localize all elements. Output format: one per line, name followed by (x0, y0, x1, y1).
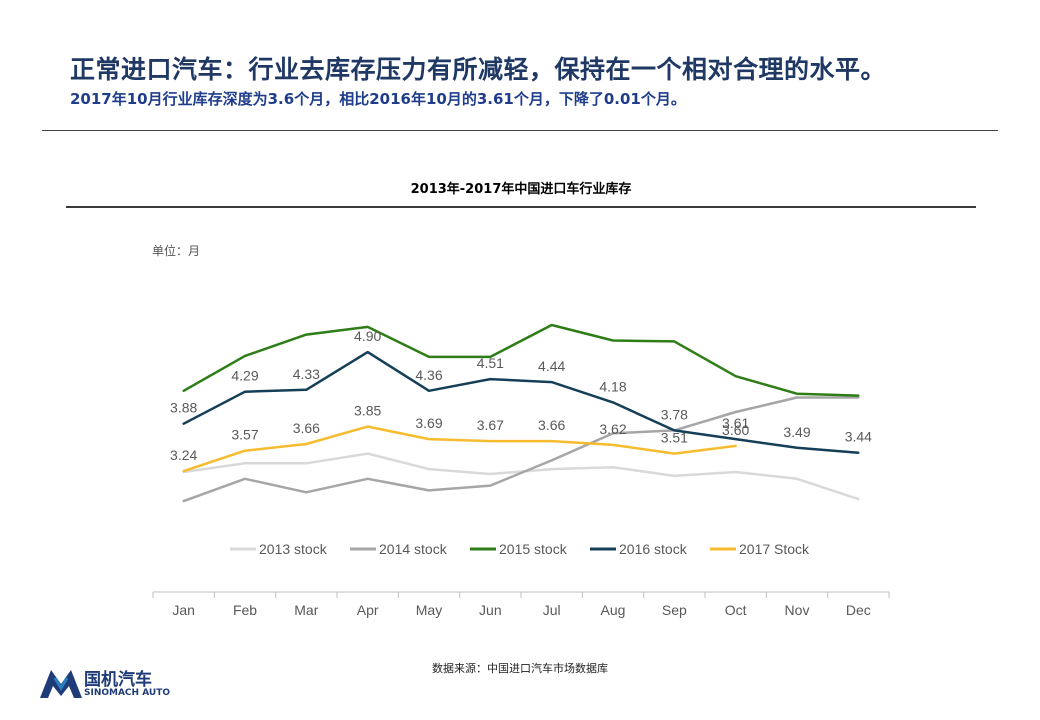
x-tick-label-sep: Sep (662, 602, 687, 618)
data-label-2017-stock: 3.57 (231, 427, 258, 443)
legend-label-2013-stock: 2013 stock (259, 541, 328, 557)
data-label-2016-stock: 3.49 (783, 424, 810, 440)
data-label-2017-stock: 3.24 (170, 447, 197, 463)
x-tick-label-nov: Nov (785, 602, 810, 618)
sinomach-logo-icon (40, 670, 82, 698)
data-label-2017-stock: 3.60 (722, 422, 749, 438)
logo-name: 国机汽车 (84, 670, 152, 690)
legend-label-2015-stock: 2015 stock (499, 541, 568, 557)
series-line-2016-stock (182, 350, 860, 454)
data-label-2016-stock: 4.18 (599, 378, 626, 394)
data-label-2016-stock: 3.88 (170, 400, 197, 416)
logo-subtitle: SINOMACH AUTO (84, 688, 170, 698)
header-divider (42, 130, 998, 131)
data-label-2017-stock: 3.51 (661, 430, 688, 446)
data-label-2017-stock: 3.66 (538, 417, 565, 433)
data-label-2016-stock: 4.51 (477, 355, 504, 371)
page-subtitle: 2017年10月行业库存深度为3.6个月，相比2016年10月的3.61个月，下… (70, 90, 686, 108)
data-label-2016-stock: 4.36 (415, 367, 442, 383)
series-line-2014-stock (182, 396, 860, 503)
chart-title: 2013年-2017年中国进口车行业库存 (410, 182, 632, 197)
data-label-2016-stock: 4.33 (293, 366, 320, 382)
x-tick-label-jun: Jun (479, 602, 502, 618)
unit-label: 单位：月 (152, 244, 201, 258)
x-tick-label-oct: Oct (725, 602, 747, 618)
data-label-2017-stock: 3.85 (354, 403, 381, 419)
series-line-2017-stock (182, 425, 737, 473)
page-title: 正常进口汽车：行业去库存压力有所减轻，保持在一个相对合理的水平。 (70, 55, 887, 84)
data-label-2016-stock: 4.90 (354, 328, 381, 344)
x-tick-label-jul: Jul (543, 602, 561, 618)
legend-label-2017-stock: 2017 Stock (739, 541, 810, 557)
legend-label-2014-stock: 2014 stock (379, 541, 448, 557)
data-label-2016-stock: 3.61 (722, 415, 749, 431)
data-label-2017-stock: 3.62 (599, 421, 626, 437)
series-line-2015-stock (182, 323, 860, 397)
x-tick-label-dec: Dec (846, 602, 871, 618)
data-label-2017-stock: 3.67 (477, 417, 504, 433)
x-tick-label-aug: Aug (601, 602, 626, 618)
x-tick-label-jan: Jan (172, 602, 195, 618)
chart-title-divider (66, 206, 976, 208)
x-tick-label-mar: Mar (294, 602, 318, 618)
company-logo: 国机汽车 SINOMACH AUTO (40, 664, 200, 704)
data-label-2017-stock: 3.66 (293, 420, 320, 436)
data-label-2016-stock: 3.78 (661, 406, 688, 422)
series-line-2013-stock (182, 452, 860, 501)
x-tick-label-apr: Apr (357, 602, 379, 618)
legend-label-2016-stock: 2016 stock (619, 541, 688, 557)
data-source: 数据来源：中国进口汽车市场数据库 (432, 662, 608, 675)
data-label-2017-stock: 3.69 (415, 415, 442, 431)
x-tick-label-may: May (416, 602, 442, 618)
data-label-2016-stock: 3.44 (845, 429, 872, 445)
x-tick-label-feb: Feb (233, 602, 257, 618)
data-label-2016-stock: 4.29 (231, 368, 258, 384)
data-label-2016-stock: 4.44 (538, 358, 565, 374)
